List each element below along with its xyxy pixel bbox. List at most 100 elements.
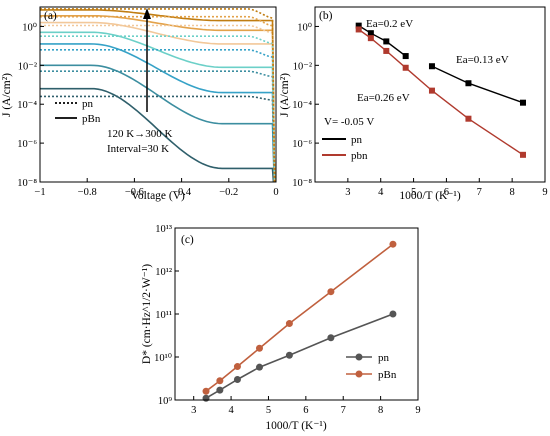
panel-c-pn-point — [216, 386, 224, 394]
panel-c-tag: (c) — [181, 234, 194, 246]
panel-b-pbn-point — [465, 115, 472, 122]
panel-b-pn-point — [402, 53, 409, 60]
panel-b-xtick-label: 3 — [345, 187, 350, 198]
pbn-curve-210K — [40, 31, 276, 182]
panel-c-pBn-point — [285, 320, 293, 328]
legend-c-pbn-marker — [355, 370, 363, 378]
panel-c-pBn-line — [205, 243, 394, 392]
panel-c-pn-line — [205, 313, 394, 399]
legend-c-pn-label: pn — [378, 352, 390, 364]
panel-a-annotation-interval: Interval=30 K — [107, 143, 169, 155]
pn-curve-150K — [40, 70, 276, 182]
panel-b-ytick-label: 10⁻⁴ — [292, 100, 312, 111]
panel-b-xtick-label: 4 — [378, 187, 384, 198]
panel-b-ylabel: J (A/cm²) — [279, 73, 291, 117]
pn-curve-180K — [40, 48, 276, 182]
panel-c-pn-point — [233, 375, 241, 383]
panel-a-xtick-label: −0.8 — [78, 187, 97, 198]
pn-curve-270K — [40, 15, 276, 182]
pbn-curve-150K — [40, 64, 276, 182]
pn-curve-120K — [40, 95, 276, 182]
panel-b-frame — [314, 6, 546, 183]
legend-b-pbn-label: pbn — [351, 150, 368, 162]
pbn-curve-240K — [40, 21, 276, 182]
panel-b-pbn-point — [383, 47, 390, 54]
panel-c-pn-point — [389, 310, 397, 318]
panel-a-ytick-label: 10⁻⁶ — [17, 139, 37, 150]
panel-b-pn-point — [367, 30, 374, 37]
panel-b-pbn-point — [428, 87, 435, 94]
panel-a-xtick-label: 0 — [273, 187, 278, 198]
panel-c-ytick-label: 10¹⁰ — [154, 352, 173, 364]
panel-c-ytick-label: 10⁹ — [158, 396, 173, 407]
panel-a-ytick-label: 10⁻⁴ — [17, 100, 37, 111]
panel-b-pn-point — [519, 99, 526, 106]
legend-c-pn-marker — [355, 353, 363, 361]
panel-c-xtick-label: 6 — [303, 405, 308, 416]
pn-curve-240K — [40, 24, 276, 182]
panel-a-xlabel: Voltage (V) — [131, 190, 185, 202]
panel-c-pBn-point — [327, 288, 335, 296]
panel-c-ylabel: D* (cm·Hz^1/2·W⁻¹) — [141, 264, 153, 364]
panel-c-ytick-label: 10¹² — [155, 267, 172, 278]
panel-a-ylabel: J (A/cm²) — [1, 73, 13, 117]
panel-c-pBn-point — [255, 344, 263, 352]
panel-c-pBn-point — [389, 240, 397, 248]
panel-a-plot-area — [40, 8, 276, 182]
panel-c-xlabel: 1000/T (K⁻¹) — [265, 420, 327, 432]
legend-a-pbn-label: pBn — [82, 113, 101, 125]
panel-b-pn-point — [465, 80, 472, 87]
panel-a-ytick-label: 10⁻² — [18, 61, 37, 72]
panel-a-ytick-label: 10⁰ — [22, 21, 38, 33]
panel-b-pbn-point — [355, 26, 362, 33]
panel-c-pn-point — [285, 351, 293, 359]
temperature-arrow-head — [143, 8, 151, 19]
panel-c-ytick-label: 10¹³ — [155, 224, 172, 235]
panel-b-pn-point — [355, 22, 362, 29]
pn-curve-300K — [40, 8, 276, 182]
panel-c-pn-point — [255, 363, 263, 371]
pn-curve-210K — [40, 35, 276, 182]
panel-c-xtick-label: 7 — [341, 405, 346, 416]
panel-b-xtick-label: 7 — [477, 187, 482, 198]
panel-b-ea-pbn: Ea=0.26 eV — [357, 92, 410, 104]
panel-c-pn-point — [202, 394, 210, 402]
panel-b-xlabel: 1000/T (K⁻¹) — [399, 190, 461, 202]
pbn-curve-300K — [40, 9, 276, 182]
panel-b-ytick-label: 10⁻⁸ — [292, 178, 312, 189]
panel-b-tag: (b) — [319, 10, 333, 22]
panel-a-xtick-label: −0.6 — [125, 187, 144, 198]
legend-b-pn-label: pn — [351, 134, 363, 146]
panel-c-xtick-label: 5 — [266, 405, 271, 416]
panel-b-ytick-label: 10⁻⁶ — [292, 139, 312, 150]
panel-b-ytick-label: 10⁻² — [293, 61, 312, 72]
panel-a-xtick-label: −0.4 — [172, 187, 192, 198]
panel-a-xtick-label: −0.2 — [219, 187, 238, 198]
panel-b-xtick-label: 5 — [411, 187, 416, 198]
panel-a-annotation-range: 120 K→300 K — [107, 128, 172, 140]
panel-b-bias: V= -0.05 V — [324, 116, 374, 128]
panel-c-xtick-label: 8 — [378, 405, 383, 416]
panel-a-frame — [39, 6, 277, 183]
pbn-curve-180K — [40, 43, 276, 182]
panel-b-pn-line-0 — [358, 25, 407, 57]
panel-c-pBn-point — [233, 363, 241, 371]
panel-b-pbn-point — [402, 64, 409, 71]
panel-c-xtick-label: 9 — [415, 405, 420, 416]
panel-b-pbn-point — [519, 151, 526, 158]
panel-b-ytick-label: 10⁰ — [297, 21, 313, 33]
panel-a-tag: (a) — [44, 10, 57, 22]
panel-b-ea-pn-low: Ea=0.13 eV — [456, 54, 509, 66]
panel-b-xtick-label: 6 — [444, 187, 449, 198]
panel-b-xtick-label: 8 — [510, 187, 515, 198]
panel-b-xtick-label: 9 — [542, 187, 547, 198]
panel-b-ea-pn-high: Ea=0.2 eV — [366, 18, 413, 30]
panel-b-pbn-point — [367, 35, 374, 42]
panel-a-ytick-label: 10⁻⁸ — [17, 178, 37, 189]
pbn-curve-120K — [40, 87, 275, 182]
panel-b-pn-point — [383, 38, 390, 45]
panel-c-pn-point — [327, 334, 335, 342]
panel-c-xtick-label: 3 — [191, 405, 196, 416]
panel-c-pBn-point — [202, 387, 210, 395]
